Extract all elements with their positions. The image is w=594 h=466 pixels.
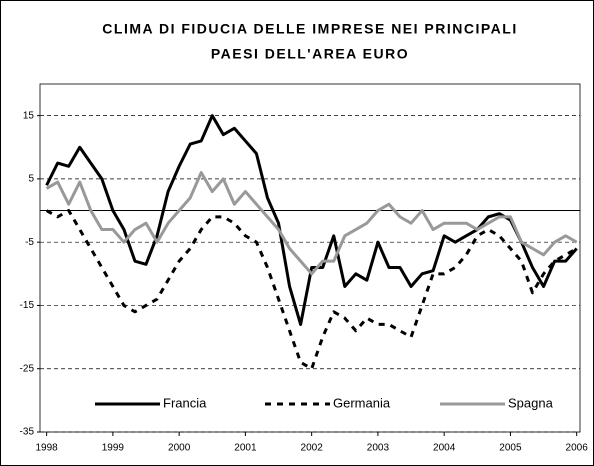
x-tick-label: 1998 (36, 443, 59, 454)
x-tick-label: 2001 (234, 443, 257, 454)
x-tick-label: 2003 (367, 443, 390, 454)
chart-title: PAESI DELL'AREA EURO (211, 46, 409, 62)
x-tick-label: 2005 (499, 443, 522, 454)
legend-label: Spagna (508, 395, 554, 410)
x-tick-label: 2002 (301, 443, 324, 454)
y-tick-label: -15 (20, 300, 35, 311)
series-line (45, 171, 578, 276)
series-line (45, 209, 578, 371)
x-tick-label: 2000 (168, 443, 191, 454)
x-tick-label: 2004 (433, 443, 456, 454)
chart-title: CLIMA DI FIDUCIA DELLE IMPRESE NEI PRINC… (102, 21, 517, 37)
y-tick-label: -35 (20, 427, 35, 438)
y-tick-label: -25 (20, 363, 35, 374)
y-tick-label: -5 (25, 237, 34, 248)
x-tick-label: 2006 (566, 443, 589, 454)
legend-label: Francia (163, 395, 207, 410)
x-tick-label: 1999 (102, 443, 125, 454)
y-tick-label: 5 (28, 174, 34, 185)
y-tick-label: 15 (23, 110, 35, 121)
series-line (45, 114, 578, 326)
legend-label: Germania (333, 395, 391, 410)
